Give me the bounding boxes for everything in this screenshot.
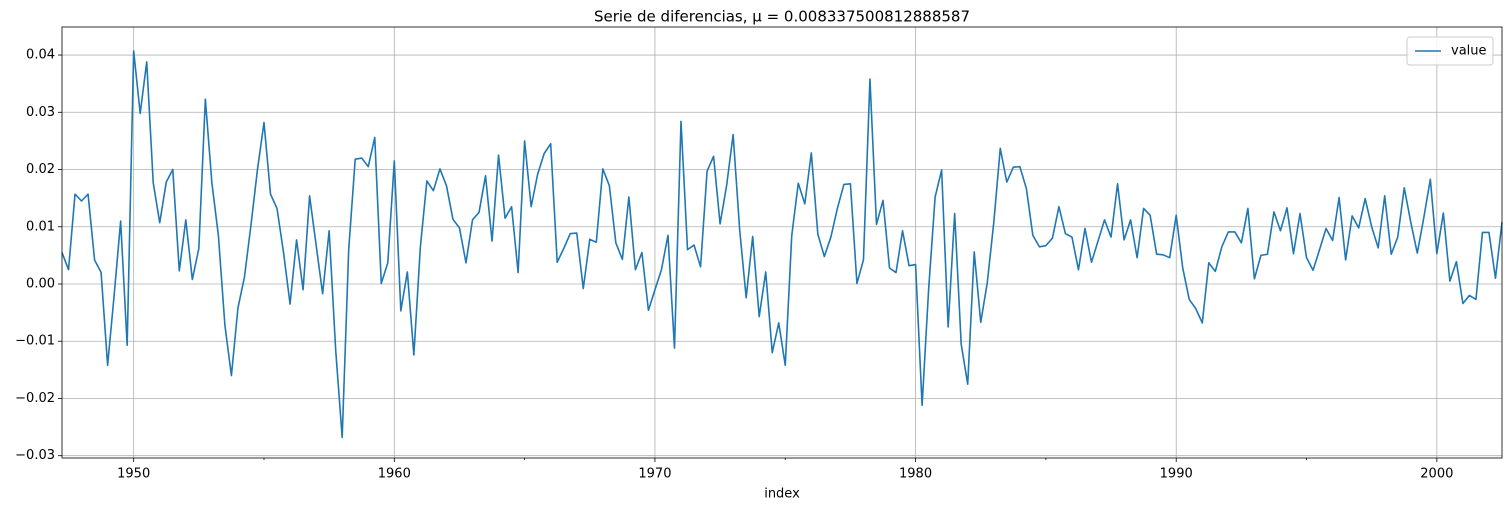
x-tick-label: 1990: [1160, 467, 1193, 482]
y-tick-label: 0.04: [26, 48, 55, 63]
x-tick-label: 2000: [1420, 467, 1453, 482]
x-axis-label: index: [764, 487, 800, 502]
y-tick-label: 0.02: [26, 162, 55, 177]
chart-title: Serie de diferencias, μ = 0.008337500812…: [594, 8, 970, 26]
legend-box: [1406, 36, 1494, 66]
x-tick-label: 1960: [378, 467, 411, 482]
y-tick-label: 0.00: [26, 276, 55, 291]
y-tick-label: −0.01: [15, 334, 55, 349]
y-tick-label: 0.01: [26, 219, 55, 234]
x-tick-label: 1980: [899, 467, 932, 482]
y-tick-label: 0.03: [26, 105, 55, 120]
legend-label: value: [1451, 44, 1487, 59]
data-line: [61, 50, 1503, 439]
y-tick-label: −0.03: [15, 448, 55, 463]
x-tick-label: 1950: [117, 467, 150, 482]
plot-frame: [61, 26, 1503, 459]
y-tick-label: −0.02: [15, 391, 55, 406]
legend: value: [1406, 36, 1494, 66]
x-tick-label: 1970: [638, 467, 671, 482]
